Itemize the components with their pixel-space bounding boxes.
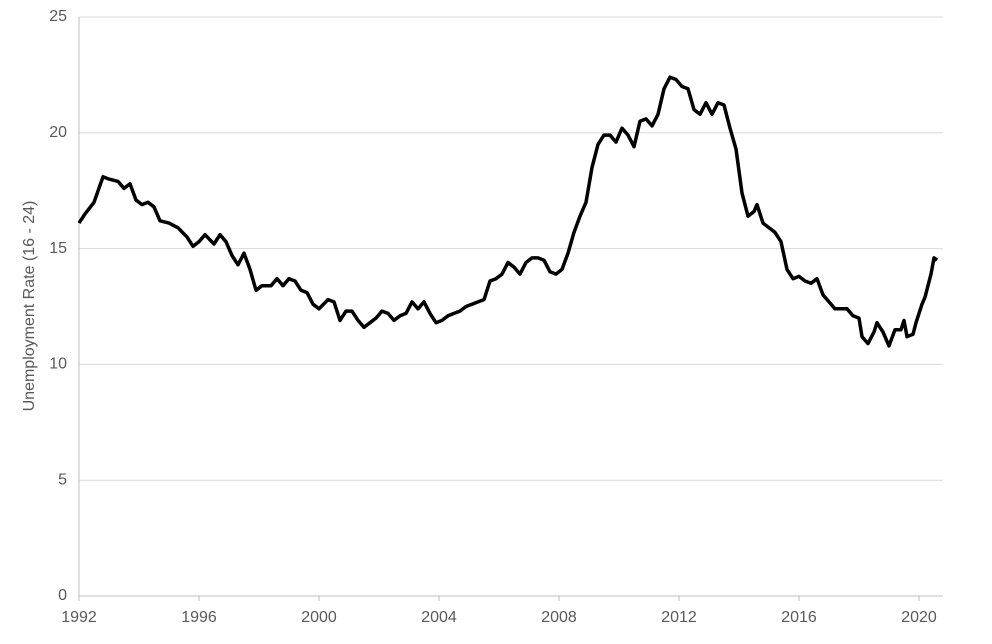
y-tick-label: 10 <box>49 356 67 373</box>
line <box>77 75 939 348</box>
x-tick-label: 2016 <box>781 609 817 626</box>
x-tick-label: 2000 <box>301 609 337 626</box>
x-tick-label: 2008 <box>541 609 577 626</box>
y-tick-label: 20 <box>49 124 67 141</box>
x-tick-label: 1992 <box>61 609 97 626</box>
x-tick-label: 1996 <box>181 609 217 626</box>
x-tick-label: 2012 <box>661 609 697 626</box>
y-tick-label: 0 <box>58 587 67 604</box>
y-tick-label: 15 <box>49 240 67 257</box>
x-tick-label: 2020 <box>901 609 937 626</box>
y-tick-label: 5 <box>58 471 67 488</box>
y-axis-title: Unemployment Rate (16 - 24) <box>21 201 38 412</box>
y-tick-label: 25 <box>49 8 67 25</box>
x-tick-label: 2004 <box>421 609 457 626</box>
